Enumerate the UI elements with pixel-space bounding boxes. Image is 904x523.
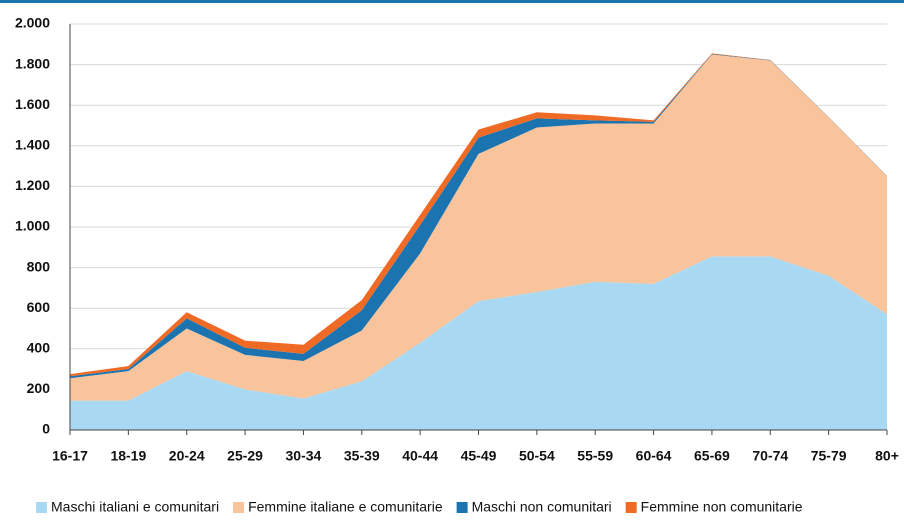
x-tick-label: 80+ bbox=[875, 448, 899, 464]
x-tick-label: 35-39 bbox=[344, 448, 380, 464]
legend-label: Maschi italiani e comunitari bbox=[51, 499, 219, 515]
legend-label: Femmine italiane e comunitarie bbox=[248, 499, 443, 515]
x-tick-label: 18-19 bbox=[110, 448, 146, 464]
legend-label: Femmine non comunitarie bbox=[641, 499, 803, 515]
x-tick-label: 60-64 bbox=[636, 448, 672, 464]
x-tick-label: 16-17 bbox=[52, 448, 88, 464]
x-tick-label: 25-29 bbox=[227, 448, 263, 464]
y-tick-label: 400 bbox=[27, 340, 51, 356]
y-tick-label: 1.000 bbox=[15, 218, 50, 234]
top-border bbox=[0, 0, 904, 3]
x-tick-label: 30-34 bbox=[286, 448, 322, 464]
x-tick-label: 75-79 bbox=[811, 448, 847, 464]
legend-swatch bbox=[36, 502, 47, 513]
x-tick-label: 40-44 bbox=[402, 448, 438, 464]
legend-swatch bbox=[233, 502, 245, 513]
y-tick-label: 1.600 bbox=[15, 96, 50, 112]
y-tick-label: 1.400 bbox=[15, 137, 50, 153]
y-tick-label: 0 bbox=[42, 421, 50, 437]
area bbox=[70, 54, 887, 401]
x-tick-label: 55-59 bbox=[577, 448, 613, 464]
x-tick-label: 50-54 bbox=[519, 448, 555, 464]
legend-swatch bbox=[625, 502, 637, 513]
x-tick-label: 70-74 bbox=[752, 448, 788, 464]
y-tick-label: 2.000 bbox=[15, 15, 50, 31]
x-tick-label: 20-24 bbox=[169, 448, 205, 464]
y-tick-label: 200 bbox=[27, 380, 51, 396]
y-tick-label: 600 bbox=[27, 299, 51, 315]
y-tick-label: 1.800 bbox=[15, 55, 50, 71]
area bbox=[70, 256, 887, 430]
legend-label: Maschi non comunitari bbox=[472, 499, 612, 515]
x-tick-label: 45-49 bbox=[461, 448, 497, 464]
legend-swatch bbox=[456, 502, 468, 513]
x-tick-label: 65-69 bbox=[694, 448, 730, 464]
y-tick-label: 1.200 bbox=[15, 177, 50, 193]
y-tick-label: 800 bbox=[27, 258, 51, 274]
